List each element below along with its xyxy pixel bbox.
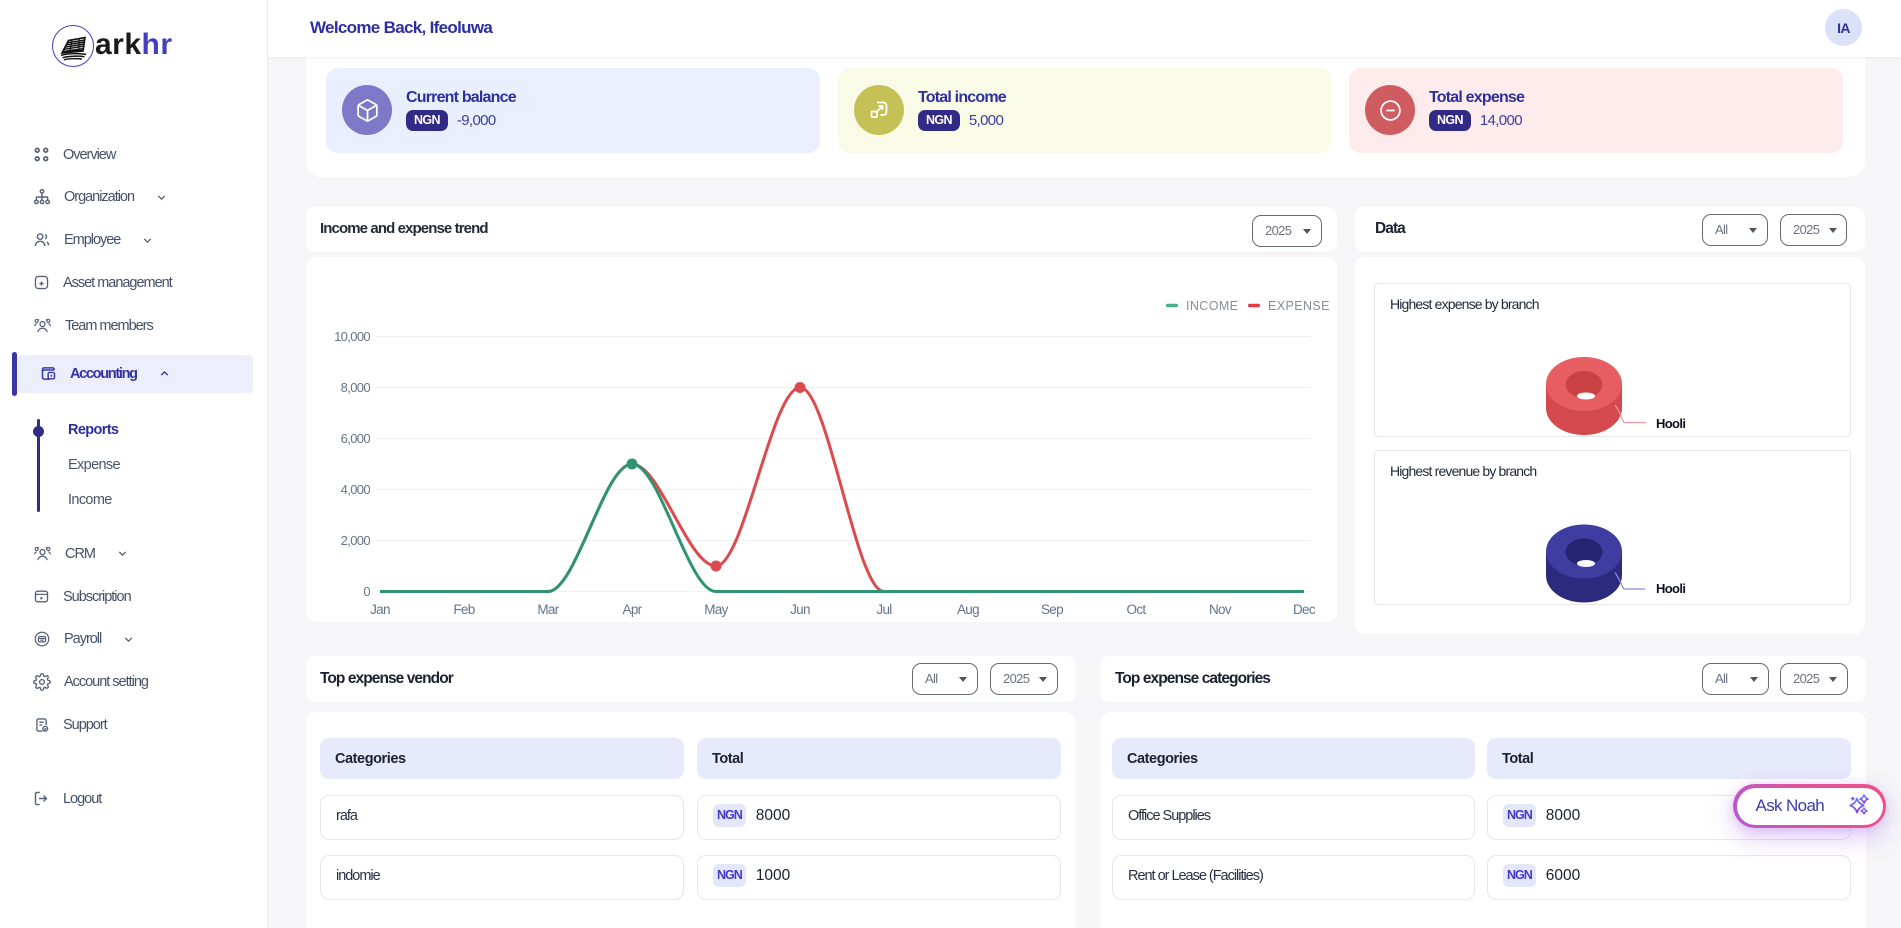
svg-text:Dec: Dec bbox=[1293, 602, 1316, 617]
svg-text:Oct: Oct bbox=[1126, 602, 1146, 617]
svg-text:Mar: Mar bbox=[537, 602, 559, 617]
svg-text:May: May bbox=[704, 602, 728, 617]
svg-text:0: 0 bbox=[363, 584, 370, 599]
svg-text:Sep: Sep bbox=[1041, 602, 1063, 617]
svg-text:INCOME: INCOME bbox=[1186, 299, 1238, 313]
svg-text:10,000: 10,000 bbox=[334, 329, 370, 344]
svg-text:8,000: 8,000 bbox=[341, 380, 371, 395]
svg-text:Hooli: Hooli bbox=[1656, 416, 1685, 431]
svg-text:Feb: Feb bbox=[453, 602, 474, 617]
svg-text:4,000: 4,000 bbox=[341, 482, 371, 497]
svg-text:EXPENSE: EXPENSE bbox=[1268, 299, 1330, 313]
svg-text:Jun: Jun bbox=[790, 602, 810, 617]
svg-text:6,000: 6,000 bbox=[341, 431, 371, 446]
svg-text:Jul: Jul bbox=[876, 602, 892, 617]
svg-text:Apr: Apr bbox=[622, 602, 642, 617]
svg-text:Hooli: Hooli bbox=[1656, 581, 1685, 596]
svg-text:Jan: Jan bbox=[370, 602, 390, 617]
svg-text:2,000: 2,000 bbox=[341, 533, 371, 548]
svg-text:Aug: Aug bbox=[957, 602, 979, 617]
svg-text:Nov: Nov bbox=[1209, 602, 1232, 617]
